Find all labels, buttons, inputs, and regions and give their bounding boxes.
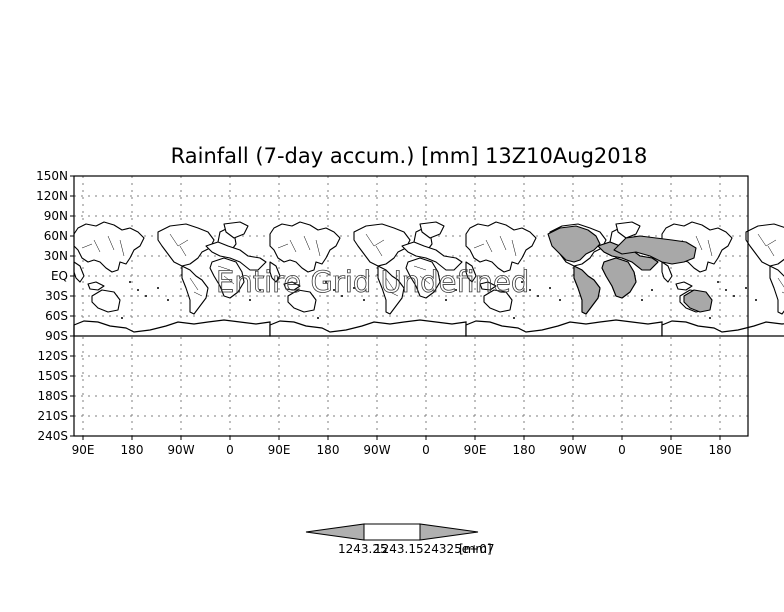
longitude-tick-label: 90E bbox=[660, 443, 683, 457]
longitude-tick-label: 90W bbox=[167, 443, 194, 457]
chart-title: Rainfall (7-day accum.) [mm] 13Z10Aug201… bbox=[171, 144, 648, 168]
colorbar-unit: [mm] bbox=[459, 542, 492, 556]
latitude-tick-label: 30N bbox=[44, 249, 68, 263]
latitude-axis: 150N 120N 90N 60N 30N EQ 30S 60S 90S 120S 150S 180S… bbox=[36, 169, 74, 443]
longitude-tick-label: 90W bbox=[559, 443, 586, 457]
longitude-axis: 90E 180 90W 0 90E 180 90W 0 90E 180 90W 0 90E 180 bbox=[72, 436, 732, 457]
longitude-tick-label: 0 bbox=[618, 443, 626, 457]
latitude-tick-label: 120S bbox=[37, 349, 68, 363]
map-frame bbox=[73, 175, 749, 437]
colorbar-right-triangle bbox=[419, 523, 479, 541]
longitude-tick-label: 90W bbox=[363, 443, 390, 457]
latitude-tick-label: 90S bbox=[45, 329, 68, 343]
latitude-tick-label: 240S bbox=[37, 429, 68, 443]
watermark-text: Entire Grid Undefined bbox=[216, 265, 529, 299]
longitude-tick-label: 0 bbox=[226, 443, 234, 457]
latitude-tick-label: 150N bbox=[36, 169, 68, 183]
rainfall-shading bbox=[547, 225, 713, 315]
longitude-tick-label: 0 bbox=[422, 443, 430, 457]
longitude-tick-label: 90E bbox=[268, 443, 291, 457]
colorbar-left-triangle bbox=[305, 523, 365, 541]
longitude-tick-label: 180 bbox=[709, 443, 732, 457]
latitude-tick-label: EQ bbox=[51, 269, 68, 283]
latitude-tick-label: 150S bbox=[37, 369, 68, 383]
longitude-tick-label: 90E bbox=[72, 443, 95, 457]
world-copy-4 bbox=[661, 221, 784, 337]
colorbar-label-right: 1243.1524325e+07 bbox=[374, 542, 495, 556]
map-gridlines bbox=[74, 175, 748, 437]
latitude-tick-label: 60S bbox=[45, 309, 68, 323]
latitude-tick-label: 210S bbox=[37, 409, 68, 423]
longitude-tick-label: 180 bbox=[121, 443, 144, 457]
longitude-tick-label: 180 bbox=[317, 443, 340, 457]
colorbar-box bbox=[363, 523, 421, 541]
latitude-tick-label: 120N bbox=[36, 189, 68, 203]
latitude-tick-label: 90N bbox=[44, 209, 68, 223]
latitude-tick-label: 60N bbox=[44, 229, 68, 243]
colorbar-label-left: 1243.25 bbox=[338, 542, 388, 556]
longitude-tick-label: 90E bbox=[464, 443, 487, 457]
latitude-tick-label: 180S bbox=[37, 389, 68, 403]
latitude-tick-label: 30S bbox=[45, 289, 68, 303]
colorbar: 1243.25 1243.1524325e+07 [mm] bbox=[305, 523, 495, 556]
longitude-tick-label: 180 bbox=[513, 443, 536, 457]
